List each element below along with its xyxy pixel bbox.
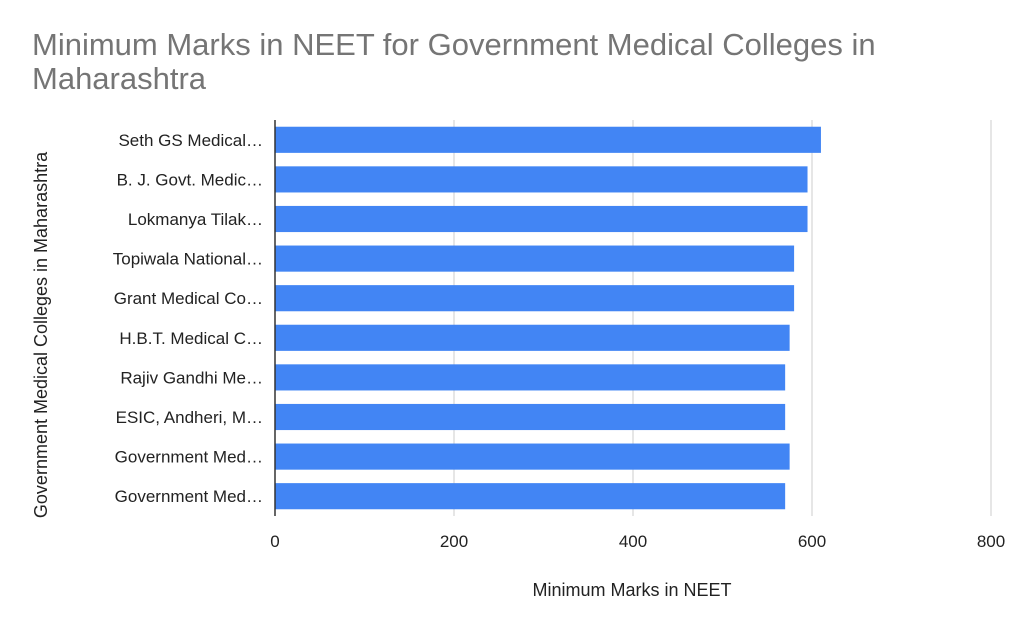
category-label: Lokmanya Tilak… [128,210,263,229]
bar [275,443,790,470]
x-tick-label: 600 [798,532,826,551]
bar [275,403,786,431]
category-label: B. J. Govt. Medic… [117,170,263,189]
bar [275,245,795,272]
bar [275,166,808,193]
category-label: Government Med… [115,448,263,467]
bar [275,285,795,312]
category-label: H.B.T. Medical C… [119,329,263,348]
bar [275,324,790,351]
x-tick-label: 0 [270,532,279,551]
x-tick-label: 400 [619,532,647,551]
x-axis-title: Minimum Marks in NEET [532,580,731,600]
chart-title: Minimum Marks in NEET for Government Med… [32,27,876,96]
category-label: Seth GS Medical… [118,131,263,150]
category-label: Government Med… [115,487,263,506]
category-label: Grant Medical Co… [114,289,263,308]
bars [275,126,821,510]
bar [275,126,821,153]
category-label: ESIC, Andheri, M… [116,408,263,427]
x-tick-labels: 0 200 400 600 800 [270,532,1005,551]
bar [275,205,808,233]
x-tick-label: 200 [440,532,468,551]
y-axis-title: Government Medical Colleges in Maharasht… [31,151,51,518]
bar [275,364,786,391]
category-label: Topiwala National… [113,250,263,269]
x-tick-label: 800 [977,532,1005,551]
category-label: Rajiv Gandhi Me… [120,368,263,387]
category-labels: Seth GS Medical… B. J. Govt. Medic… Lokman… [113,131,263,506]
bar [275,483,786,510]
